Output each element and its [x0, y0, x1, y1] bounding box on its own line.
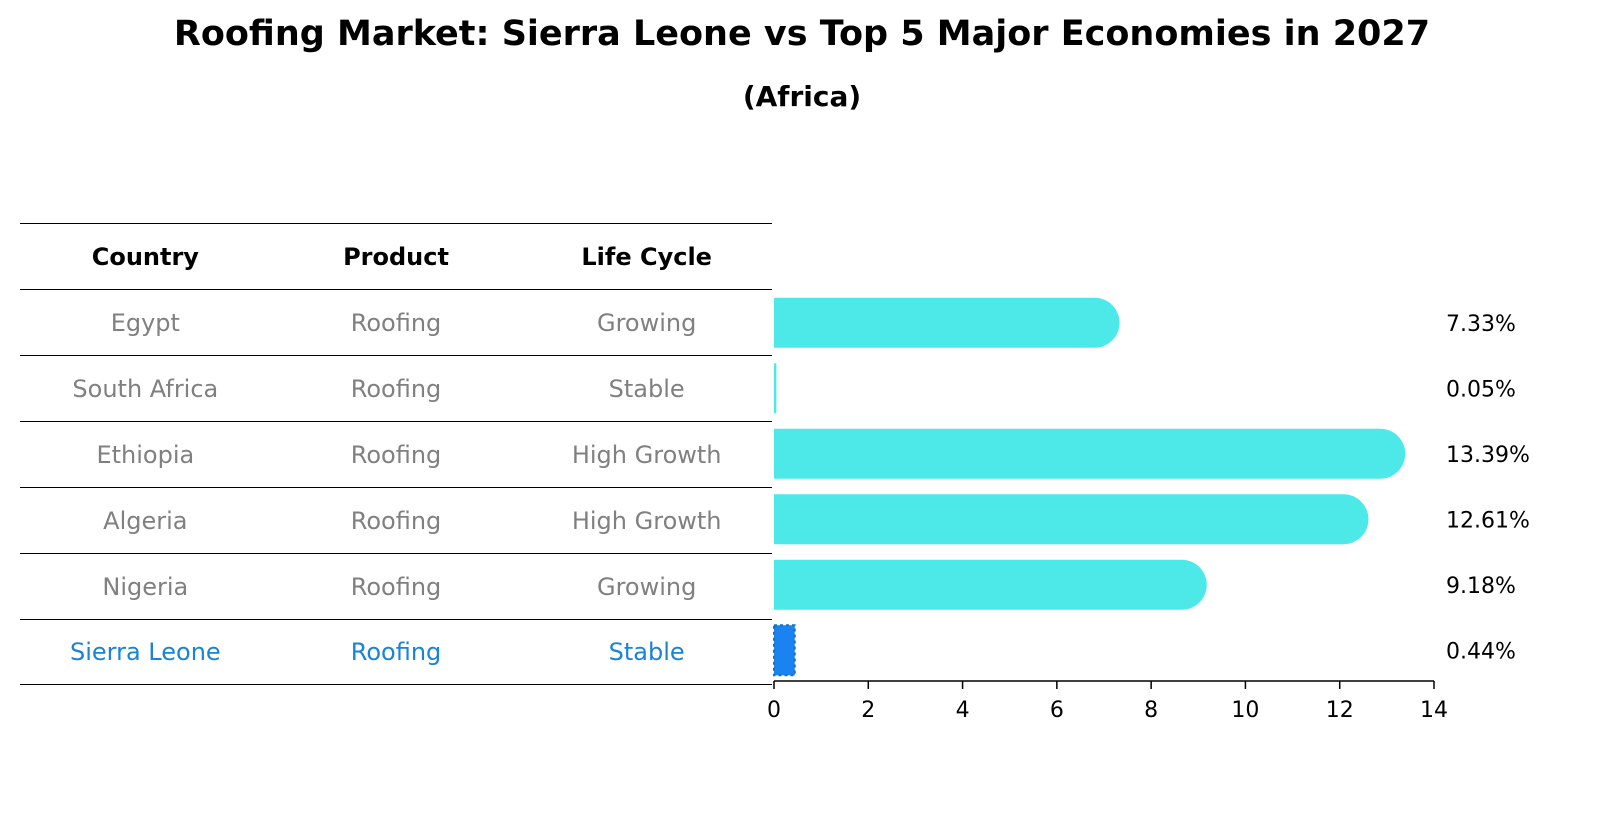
chart-subtitle: (Africa): [742, 80, 862, 113]
product-cell: Roofing: [350, 506, 442, 535]
bar-sierra-leone: [773, 624, 796, 677]
chart-title: Roofing Market: Sierra Leone vs Top 5 Ma…: [173, 14, 1431, 54]
country-cell: South Africa: [72, 374, 219, 403]
life-cycle-cell: Stable: [608, 638, 685, 666]
product-cell: Roofing: [350, 638, 442, 666]
country-cell: Ethiopia: [96, 440, 195, 469]
table-header: Country Product Life Cycle: [20, 223, 772, 289]
life-cycle-cell: Stable: [608, 374, 685, 403]
header-country: Country: [91, 242, 199, 271]
value-label-sierra-leone: 0.44%: [1446, 639, 1516, 664]
value-label-algeria: 12.61%: [1446, 508, 1530, 533]
bar-ethiopia: [774, 428, 1406, 479]
country-cell: Sierra Leone: [69, 638, 221, 666]
table-row: Nigeria Roofing Growing: [20, 553, 772, 619]
x-tick-label-10: 10: [1231, 698, 1259, 723]
x-tick-label-0: 0: [767, 698, 781, 723]
bar-egypt: [774, 297, 1120, 348]
value-label-south-africa: 0.05%: [1446, 377, 1516, 402]
life-cycle-cell: Growing: [596, 308, 697, 337]
product-cell: Roofing: [350, 374, 442, 403]
table-row: South Africa Roofing Stable: [20, 355, 772, 421]
product-cell: Roofing: [350, 572, 442, 601]
table-row: Egypt Roofing Growing: [20, 289, 772, 355]
value-label-ethiopia: 13.39%: [1446, 443, 1530, 468]
x-tick-label-2: 2: [861, 698, 875, 723]
header-life-cycle: Life Cycle: [581, 242, 712, 271]
country-cell: Nigeria: [102, 572, 189, 601]
bar-algeria: [774, 494, 1369, 545]
data-table: Country Product Life Cycle Egypt Roofing…: [20, 223, 772, 685]
country-cell: Algeria: [103, 506, 188, 535]
product-cell: Roofing: [350, 440, 442, 469]
product-cell: Roofing: [350, 308, 442, 337]
life-cycle-cell: High Growth: [571, 506, 722, 535]
country-cell: Egypt: [110, 308, 180, 337]
x-tick-label-14: 14: [1420, 698, 1448, 723]
value-label-nigeria: 9.18%: [1446, 574, 1516, 599]
x-tick-label-6: 6: [1050, 698, 1064, 723]
x-tick-label-4: 4: [956, 698, 970, 723]
life-cycle-cell: High Growth: [571, 440, 722, 469]
header-product: Product: [343, 242, 449, 271]
bar-south-africa: [774, 363, 777, 414]
table-row-highlight: Sierra Leone Roofing Stable: [20, 619, 772, 685]
life-cycle-cell: Growing: [596, 572, 697, 601]
bar-nigeria: [774, 559, 1207, 610]
table-row: Ethiopia Roofing High Growth: [20, 421, 772, 487]
x-tick-label-12: 12: [1326, 698, 1354, 723]
value-label-egypt: 7.33%: [1446, 312, 1516, 337]
table-row: Algeria Roofing High Growth: [20, 487, 772, 553]
x-tick-label-8: 8: [1144, 698, 1158, 723]
